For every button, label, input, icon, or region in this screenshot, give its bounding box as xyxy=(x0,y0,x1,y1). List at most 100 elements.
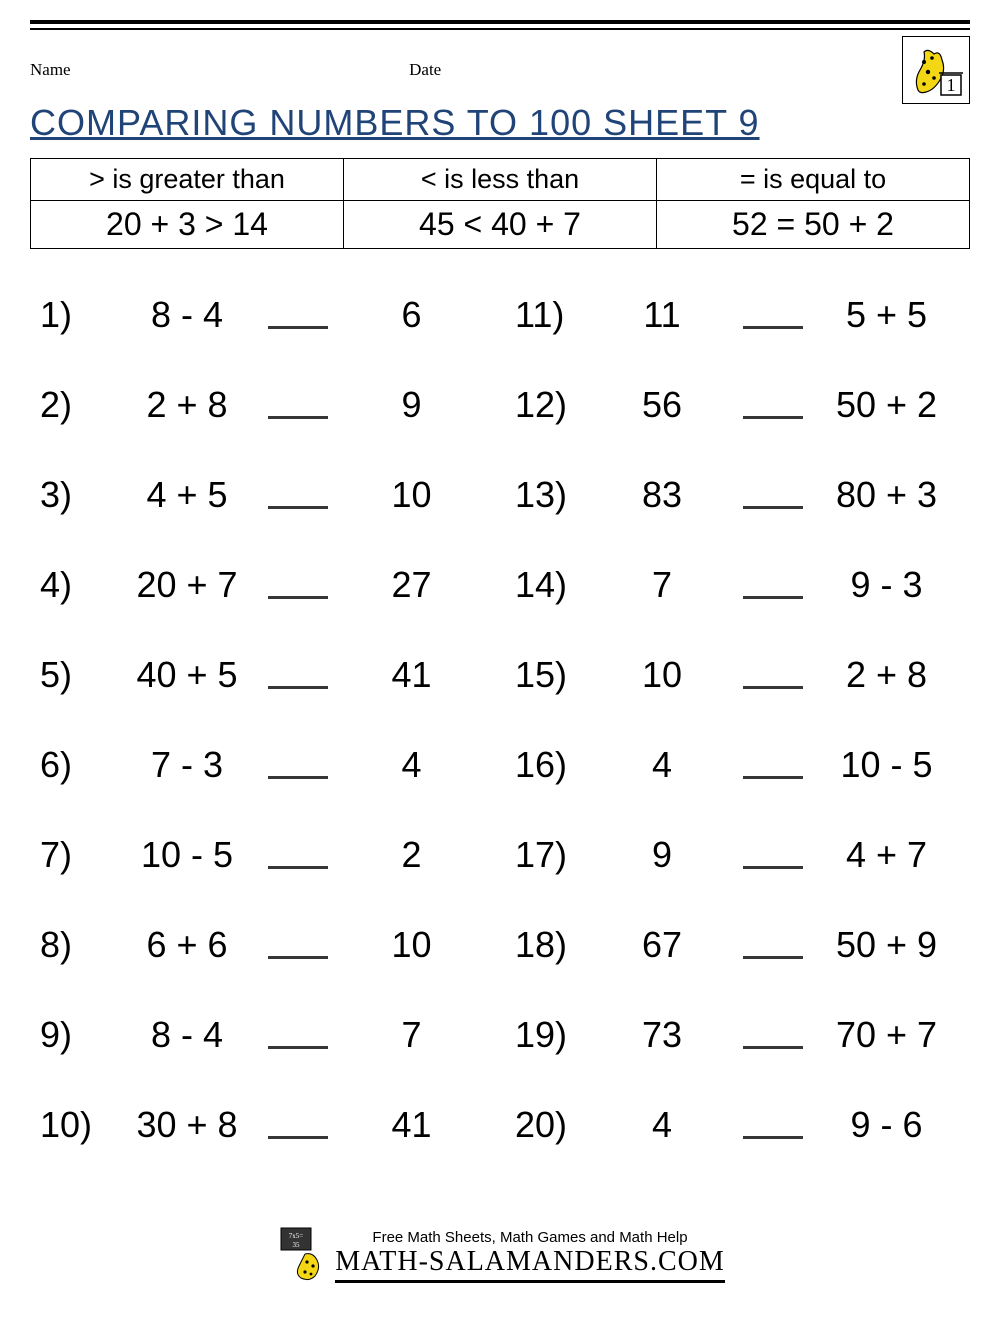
right-expression: 7 xyxy=(334,1014,485,1056)
answer-blank[interactable] xyxy=(268,1127,328,1139)
answer-blank[interactable] xyxy=(268,767,328,779)
right-expression: 5 + 5 xyxy=(809,294,960,336)
problem-number: 12) xyxy=(515,384,587,426)
answer-blank[interactable] xyxy=(268,497,328,509)
right-expression: 9 - 6 xyxy=(809,1104,960,1146)
problems-column-left: 1)8 - 462)2 + 893)4 + 5104)20 + 7275)40 … xyxy=(40,294,485,1194)
problem-row: 3)4 + 510 xyxy=(40,474,485,516)
problem-number: 10) xyxy=(40,1104,112,1146)
right-expression: 50 + 9 xyxy=(809,924,960,966)
answer-blank[interactable] xyxy=(268,947,328,959)
answer-blank[interactable] xyxy=(743,587,803,599)
problem-number: 3) xyxy=(40,474,112,516)
answer-blank[interactable] xyxy=(743,947,803,959)
answer-blank[interactable] xyxy=(743,317,803,329)
left-expression: 8 - 4 xyxy=(112,1014,262,1056)
problem-row: 20)4 9 - 6 xyxy=(515,1104,960,1146)
right-expression: 41 xyxy=(334,654,485,696)
problem-number: 11) xyxy=(515,294,587,336)
answer-blank[interactable] xyxy=(268,677,328,689)
worksheet-page: Name Date 1 COMPARING NUMBERS TO 100 SHE… xyxy=(0,0,1000,1317)
problem-number: 5) xyxy=(40,654,112,696)
problem-number: 20) xyxy=(515,1104,587,1146)
problem-row: 16)4 10 - 5 xyxy=(515,744,960,786)
problem-number: 7) xyxy=(40,834,112,876)
right-expression: 2 + 8 xyxy=(809,654,960,696)
left-expression: 10 xyxy=(587,654,737,696)
problem-row: 10)30 + 841 xyxy=(40,1104,485,1146)
left-expression: 7 xyxy=(587,564,737,606)
left-expression: 30 + 8 xyxy=(112,1104,262,1146)
problem-row: 11)11 5 + 5 xyxy=(515,294,960,336)
left-expression: 40 + 5 xyxy=(112,654,262,696)
problem-number: 8) xyxy=(40,924,112,966)
problem-row: 5)40 + 5 41 xyxy=(40,654,485,696)
legend-example: 52 = 50 + 2 xyxy=(657,201,970,249)
left-expression: 83 xyxy=(587,474,737,516)
problem-number: 2) xyxy=(40,384,112,426)
left-expression: 73 xyxy=(587,1014,737,1056)
right-expression: 9 - 3 xyxy=(809,564,960,606)
legend-label: = is equal to xyxy=(657,159,970,201)
problem-row: 15)10 2 + 8 xyxy=(515,654,960,696)
left-expression: 7 - 3 xyxy=(112,744,262,786)
problem-row: 9)8 - 47 xyxy=(40,1014,485,1056)
problem-row: 14)7 9 - 3 xyxy=(515,564,960,606)
problem-row: 19)7370 + 7 xyxy=(515,1014,960,1056)
left-expression: 4 xyxy=(587,744,737,786)
left-expression: 10 - 5 xyxy=(112,834,262,876)
footer-tagline: Free Math Sheets, Math Games and Math He… xyxy=(335,1229,724,1246)
problem-row: 8)6 + 6 10 xyxy=(40,924,485,966)
right-expression: 50 + 2 xyxy=(809,384,960,426)
right-expression: 70 + 7 xyxy=(809,1014,960,1056)
problem-number: 14) xyxy=(515,564,587,606)
answer-blank[interactable] xyxy=(743,1037,803,1049)
left-expression: 56 xyxy=(587,384,737,426)
svg-text:35: 35 xyxy=(293,1241,301,1249)
answer-blank[interactable] xyxy=(268,407,328,419)
answer-blank[interactable] xyxy=(743,677,803,689)
answer-blank[interactable] xyxy=(268,1037,328,1049)
left-expression: 20 + 7 xyxy=(112,564,262,606)
problems-column-right: 11)115 + 512)5650 + 213)8380 + 314)79 - … xyxy=(515,294,960,1194)
problem-row: 2)2 + 89 xyxy=(40,384,485,426)
legend-label: < is less than xyxy=(344,159,657,201)
footer: 7x5= 35 Free Math Sheets, Math Games and… xyxy=(30,1224,970,1287)
answer-blank[interactable] xyxy=(268,587,328,599)
right-expression: 10 - 5 xyxy=(809,744,960,786)
answer-blank[interactable] xyxy=(268,317,328,329)
legend-example: 45 < 40 + 7 xyxy=(344,201,657,249)
problem-number: 1) xyxy=(40,294,112,336)
right-expression: 6 xyxy=(334,294,485,336)
problem-number: 16) xyxy=(515,744,587,786)
problem-number: 13) xyxy=(515,474,587,516)
right-expression: 4 xyxy=(334,744,485,786)
right-expression: 9 xyxy=(334,384,485,426)
problems-area: 1)8 - 462)2 + 893)4 + 5104)20 + 7275)40 … xyxy=(30,294,970,1194)
legend-example: 20 + 3 > 14 xyxy=(31,201,344,249)
legend-label: > is greater than xyxy=(31,159,344,201)
left-expression: 6 + 6 xyxy=(112,924,262,966)
left-expression: 4 + 5 xyxy=(112,474,262,516)
answer-blank[interactable] xyxy=(268,857,328,869)
right-expression: 10 xyxy=(334,924,485,966)
answer-blank[interactable] xyxy=(743,767,803,779)
problem-number: 15) xyxy=(515,654,587,696)
problem-row: 4)20 + 7 27 xyxy=(40,564,485,606)
answer-blank[interactable] xyxy=(743,857,803,869)
left-expression: 8 - 4 xyxy=(112,294,262,336)
problem-row: 18)6750 + 9 xyxy=(515,924,960,966)
problem-number: 4) xyxy=(40,564,112,606)
right-expression: 4 + 7 xyxy=(809,834,960,876)
right-expression: 27 xyxy=(334,564,485,606)
problem-row: 7)10 - 52 xyxy=(40,834,485,876)
left-expression: 9 xyxy=(587,834,737,876)
left-expression: 4 xyxy=(587,1104,737,1146)
header-row: Name Date 1 xyxy=(30,36,970,104)
problem-row: 12)56 50 + 2 xyxy=(515,384,960,426)
answer-blank[interactable] xyxy=(743,1127,803,1139)
answer-blank[interactable] xyxy=(743,497,803,509)
left-expression: 11 xyxy=(587,294,737,336)
footer-site: MATH-SALAMANDERS.COM xyxy=(335,1246,724,1283)
answer-blank[interactable] xyxy=(743,407,803,419)
